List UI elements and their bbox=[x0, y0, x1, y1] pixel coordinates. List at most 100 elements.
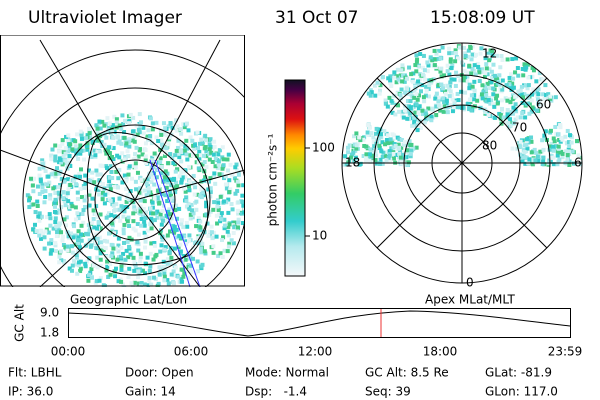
aurora-pixel bbox=[63, 203, 68, 208]
aurora-pixel bbox=[188, 255, 193, 260]
aurora-pixel bbox=[522, 149, 527, 154]
aurora-pixel bbox=[368, 93, 373, 98]
aurora-pixel bbox=[87, 126, 92, 131]
aurora-pixel bbox=[487, 67, 492, 72]
aurora-pixel bbox=[548, 144, 553, 149]
aurora-pixel bbox=[75, 197, 80, 202]
aurora-pixel bbox=[185, 157, 190, 162]
aurora-pixel bbox=[85, 133, 90, 138]
aurora-pixel bbox=[363, 155, 368, 160]
aurora-pixel bbox=[141, 125, 146, 130]
aurora-pixel bbox=[27, 198, 32, 203]
aurora-pixel bbox=[422, 120, 427, 125]
aurora-pixel bbox=[535, 154, 540, 159]
aurora-pixel bbox=[178, 249, 183, 254]
aurora-pixel bbox=[131, 115, 136, 120]
aurora-pixel bbox=[52, 200, 57, 205]
aurora-pixel bbox=[158, 212, 163, 217]
aurora-pixel bbox=[116, 279, 121, 284]
aurora-pixel bbox=[376, 130, 381, 135]
aurora-pixel bbox=[92, 236, 97, 241]
aurora-pixel bbox=[118, 254, 123, 259]
aurora-pixel bbox=[99, 240, 104, 245]
aurora-pixel bbox=[73, 139, 78, 144]
info-field: Seq: 39 bbox=[365, 385, 411, 399]
aurora-pixel bbox=[447, 94, 452, 99]
aurora-pixel bbox=[116, 140, 121, 145]
aurora-pixel bbox=[378, 83, 383, 88]
aurora-pixel bbox=[35, 199, 40, 204]
aurora-pixel bbox=[241, 183, 245, 188]
aurora-pixel bbox=[181, 254, 186, 259]
aurora-pixel bbox=[418, 89, 423, 94]
aurora-pixel bbox=[445, 63, 450, 68]
aurora-pixel bbox=[53, 220, 58, 225]
aurora-pixel bbox=[143, 141, 148, 146]
aurora-pixel bbox=[136, 206, 141, 211]
aurora-pixel bbox=[409, 142, 414, 147]
aurora-pixel bbox=[47, 212, 52, 217]
aurora-pixel bbox=[110, 123, 115, 128]
aurora-pixel bbox=[416, 64, 421, 69]
aurora-pixel bbox=[132, 259, 137, 264]
aurora-pixel bbox=[68, 142, 73, 147]
aurora-pixel bbox=[531, 87, 536, 92]
aurora-pixel bbox=[408, 106, 413, 111]
aurora-pixel bbox=[166, 124, 171, 129]
aurora-pixel bbox=[222, 223, 227, 228]
aurora-pixel bbox=[105, 239, 110, 244]
aurora-pixel bbox=[219, 217, 224, 222]
aurora-pixel bbox=[52, 209, 57, 214]
aurora-pixel bbox=[480, 83, 485, 88]
aurora-pixel bbox=[521, 147, 526, 152]
aurora-pixel bbox=[176, 245, 181, 250]
aurora-pixel bbox=[506, 121, 511, 126]
aurora-pixel bbox=[74, 255, 79, 260]
aurora-pixel bbox=[204, 149, 209, 154]
aurora-pixel bbox=[568, 149, 573, 154]
aurora-pixel bbox=[203, 175, 208, 180]
aurora-pixel bbox=[95, 149, 100, 154]
aurora-pixel bbox=[67, 146, 72, 151]
aurora-pixel bbox=[507, 82, 512, 87]
aurora-pixel bbox=[175, 216, 180, 221]
aurora-pixel bbox=[533, 158, 538, 163]
aurora-pixel bbox=[401, 142, 406, 147]
aurora-pixel bbox=[201, 178, 206, 183]
aurora-pixel bbox=[526, 93, 531, 98]
aurora-pixel bbox=[109, 242, 114, 247]
aurora-pixel bbox=[220, 238, 225, 243]
aurora-pixel bbox=[414, 53, 419, 58]
aurora-pixel bbox=[131, 157, 136, 162]
mlt-label: 18 bbox=[345, 156, 360, 170]
aurora-pixel bbox=[486, 51, 491, 56]
aurora-pixel bbox=[179, 277, 184, 282]
aurora-pixel bbox=[143, 239, 148, 244]
aurora-pixel bbox=[133, 165, 138, 170]
aurora-pixel bbox=[137, 130, 142, 135]
aurora-pixel bbox=[224, 186, 229, 191]
aurora-pixel bbox=[408, 151, 413, 156]
aurora-pixel bbox=[60, 234, 65, 239]
aurora-pixel bbox=[232, 176, 237, 181]
aurora-pixel bbox=[204, 154, 209, 159]
aurora-pixel bbox=[436, 83, 441, 88]
aurora-pixel bbox=[179, 150, 184, 155]
aurora-pixel bbox=[131, 226, 136, 231]
aurora-pixel bbox=[449, 77, 454, 82]
aurora-pixel bbox=[468, 100, 473, 105]
aurora-pixel bbox=[220, 166, 225, 171]
aurora-pixel bbox=[119, 245, 124, 250]
aurora-pixel bbox=[426, 116, 431, 121]
aurora-pixel bbox=[215, 221, 220, 226]
aurora-pixel bbox=[416, 93, 421, 98]
aurora-pixel bbox=[47, 241, 52, 246]
aurora-pixel bbox=[109, 213, 114, 218]
aurora-pixel bbox=[162, 271, 167, 276]
aurora-pixel bbox=[119, 141, 124, 146]
aurora-pixel bbox=[95, 126, 100, 131]
aurora-pixel bbox=[222, 248, 227, 253]
aurora-pixel bbox=[31, 202, 36, 207]
aurora-pixel bbox=[478, 94, 483, 99]
aurora-pixel bbox=[143, 261, 148, 266]
